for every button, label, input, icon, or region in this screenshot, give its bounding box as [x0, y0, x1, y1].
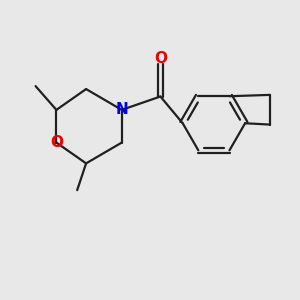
Text: N: N	[116, 102, 128, 117]
Text: O: O	[154, 51, 167, 66]
Text: O: O	[50, 135, 63, 150]
